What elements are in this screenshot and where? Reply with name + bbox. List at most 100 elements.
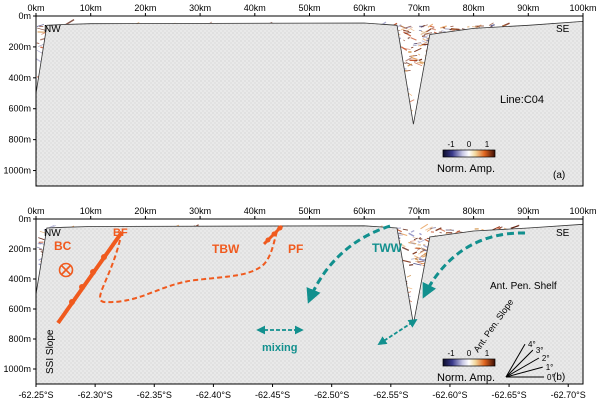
seismic-reflector-stroke: [430, 227, 436, 229]
seismic-reflector-stroke: [409, 263, 414, 266]
corner-se-b: SE: [556, 228, 570, 239]
seismic-reflector-stroke: [403, 39, 406, 42]
seismic-reflector-stroke: [472, 26, 479, 28]
slope-angle-ray: [505, 349, 534, 378]
seismic-reflector-stroke: [407, 36, 411, 40]
line-label: Line:C04: [500, 94, 544, 106]
seismic-reflector-stroke: [36, 42, 40, 44]
x-top-tick-label: 100km: [569, 206, 596, 216]
seismic-reflector-stroke: [418, 44, 424, 47]
seismic-reflector-stroke: [410, 28, 415, 32]
colorbar-tick-label: 0: [467, 349, 472, 358]
seismic-reflector-stroke: [455, 230, 461, 234]
x-bottom-tick-label: -62.40°S: [196, 390, 231, 400]
seismic-reflector-stroke: [400, 25, 404, 28]
seismic-reflector-stroke: [410, 46, 414, 49]
seismic-reflector-stroke: [431, 27, 436, 31]
seismic-reflector-stroke: [407, 63, 413, 67]
x-bottom-tick-label: -62.50°S: [314, 390, 349, 400]
y-tick-label: 400m: [8, 73, 31, 83]
seismic-reflector-stroke: [441, 30, 446, 33]
y-tick-label: 600m: [8, 304, 31, 314]
x-top-tick-label: 60km: [353, 3, 375, 13]
seismic-reflector-stroke: [400, 46, 408, 51]
tww-arrow-1: [306, 224, 391, 304]
seismic-reflector-stroke: [410, 229, 415, 233]
seismic-reflector-stroke: [408, 232, 415, 237]
x-top-tick-label: 10km: [80, 206, 102, 216]
seismic-reflector-stroke: [414, 59, 419, 62]
panel-label-b: (b): [553, 372, 565, 383]
x-bottom-tick-label: -62.70°S: [551, 390, 586, 400]
seismic-reflector-stroke: [414, 62, 423, 67]
seismic-reflector-stroke: [488, 22, 494, 26]
pf-front-ticks: [265, 225, 283, 243]
x-axis-top-b: 0km 10km 20km 30km 40km 50km 60km 70km 80km 90km 1…: [27, 206, 597, 219]
colorbar-tick-label: 1: [485, 349, 490, 358]
slope-angle-ray: [505, 343, 526, 378]
label-ant-pen-shelf: Ant. Pen. Shelf: [490, 281, 557, 292]
seismic-reflector-stroke: [427, 23, 434, 28]
seismic-reflector-stroke: [418, 58, 423, 61]
y-axis-b: 0m 200m 400m 600m 800m 1000m: [3, 214, 36, 374]
x-top-tick-label: 90km: [517, 206, 539, 216]
front-annotations: BC BF TBW PF: [54, 224, 303, 325]
slope-angle-label: 0°: [547, 373, 555, 382]
y-tick-label: 1000m: [3, 166, 31, 176]
seismic-reflector-stroke: [410, 242, 416, 245]
x-top-tick-label: 80km: [463, 3, 485, 13]
x-bottom-tick-label: -62.35°S: [137, 390, 172, 400]
y-tick-label: 0m: [18, 214, 31, 224]
x-top-tick-label: 0km: [27, 206, 44, 216]
seismic-reflector-stroke: [582, 253, 583, 255]
seismic-reflector-stroke: [417, 240, 421, 243]
y-tick-label: 800m: [8, 334, 31, 344]
y-tick-label: 600m: [8, 104, 31, 114]
seismic-reflector-stroke: [439, 228, 446, 232]
seismic-reflector-stroke: [38, 237, 45, 241]
seismic-reflector-stroke: [410, 37, 417, 41]
seismic-reflector-stroke: [405, 56, 413, 62]
seismic-reflector-stroke: [582, 43, 583, 45]
seismic-reflector-stroke: [405, 62, 413, 66]
tww-annotations: TWW mixing: [256, 224, 526, 354]
seismic-reflector-stroke: [418, 29, 423, 32]
seismic-reflector-stroke: [414, 47, 422, 53]
y-tick-label: 200m: [8, 244, 31, 254]
seismic-reflector-stroke: [476, 25, 480, 28]
slope-angle-label: 1°: [546, 363, 554, 372]
seismic-reflector-stroke: [435, 227, 442, 232]
x-top-tick-label: 20km: [134, 206, 156, 216]
x-top-tick-label: 30km: [189, 206, 211, 216]
seismic-reflector-stroke: [403, 62, 407, 65]
seismic-reflector-stroke: [413, 263, 422, 266]
seismic-reflector-stroke: [422, 24, 428, 27]
colorbar-tick-label: 1: [485, 140, 490, 149]
x-bottom-tick-label: -62.65°S: [492, 390, 527, 400]
label-tbw: TBW: [212, 242, 240, 256]
corner-nw-b: NW: [44, 228, 61, 239]
panel-b: 0km 10km 20km 30km 40km 50km 60km 70km 80km 90km 1…: [3, 206, 596, 400]
panel-label-a: (a): [553, 170, 565, 181]
colorbar-b: -1 0 1 Norm. Amp.: [437, 349, 496, 384]
seismic-reflector-stroke: [410, 54, 415, 58]
colorbar-gradient: [442, 149, 496, 158]
bf-front-line: [56, 230, 124, 325]
x-top-tick-label: 60km: [353, 206, 375, 216]
x-top-tick-label: 40km: [244, 206, 266, 216]
colorbar-tick-label: -1: [447, 140, 455, 149]
x-axis-bottom-latitude: -62.25°S -62.30°S -62.35°S -62.40°S -62.45°S…: [18, 384, 586, 400]
seismic-reflector-stroke: [418, 250, 425, 255]
y-tick-label: 400m: [8, 274, 31, 284]
y-tick-label: 1000m: [3, 364, 31, 374]
panel-a: 0km 10km 20km 30km 40km 50km 60km 70km 80km 90km 1…: [3, 3, 597, 187]
seismic-reflector-stroke: [425, 36, 428, 39]
seismic-reflector-stroke: [402, 228, 408, 231]
x-top-tick-label: 40km: [244, 3, 266, 13]
seismic-reflector-stroke: [420, 248, 424, 251]
corner-nw-a: NW: [44, 24, 61, 35]
seismic-reflector-stroke: [429, 25, 435, 28]
bc-symbol: [58, 262, 74, 278]
seismic-reflector-stroke: [416, 247, 423, 251]
